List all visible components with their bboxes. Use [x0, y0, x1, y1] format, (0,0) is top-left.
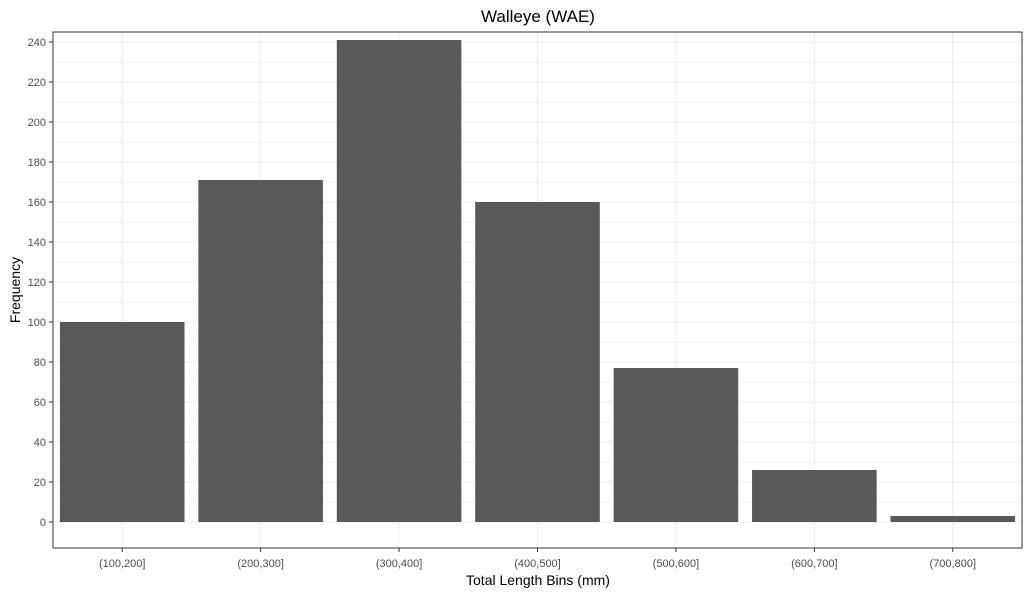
y-tick-label: 140	[28, 237, 46, 249]
bar-4	[613, 368, 739, 522]
y-tick-label: 80	[34, 357, 46, 369]
y-tick-label: 120	[28, 277, 46, 289]
bar-0	[59, 322, 185, 522]
y-tick-label: 240	[28, 37, 46, 49]
x-tick-label: (700,800]	[930, 558, 976, 570]
y-tick-label: 180	[28, 157, 46, 169]
bar-6	[890, 516, 1016, 522]
y-tick-label: 20	[34, 477, 46, 489]
bars	[59, 40, 1016, 522]
bar-3	[475, 202, 600, 522]
y-axis-label: Frequency	[7, 257, 23, 323]
x-tick-label: (600,700]	[791, 558, 837, 570]
y-tick-label: 60	[34, 397, 46, 409]
chart-title: Walleye (WAE)	[481, 7, 595, 26]
x-tick-label: (300,400]	[376, 558, 422, 570]
y-tick-label: 200	[28, 117, 46, 129]
x-tick-label: (200,300]	[237, 558, 283, 570]
x-axis-label: Total Length Bins (mm)	[466, 572, 610, 588]
y-tick-label: 0	[40, 517, 46, 529]
y-tick-label: 40	[34, 437, 46, 449]
bar-1	[198, 180, 323, 522]
y-tick-label: 100	[28, 317, 46, 329]
x-tick-label: (100,200]	[99, 558, 145, 570]
x-tick-label: (400,500]	[514, 558, 560, 570]
y-tick-label: 220	[28, 77, 46, 89]
y-axis-ticks: 0 20 40 60 80 100 120 140 160 180 200 220 240	[28, 37, 53, 529]
bar-5	[752, 470, 877, 522]
x-tick-label: (500,600]	[653, 558, 699, 570]
bar-2	[336, 40, 462, 522]
x-axis-ticks: (100,200] (200,300] (300,400] (400,500] (500…	[99, 548, 976, 570]
panel-border	[52, 31, 1023, 549]
y-tick-label: 160	[28, 197, 46, 209]
